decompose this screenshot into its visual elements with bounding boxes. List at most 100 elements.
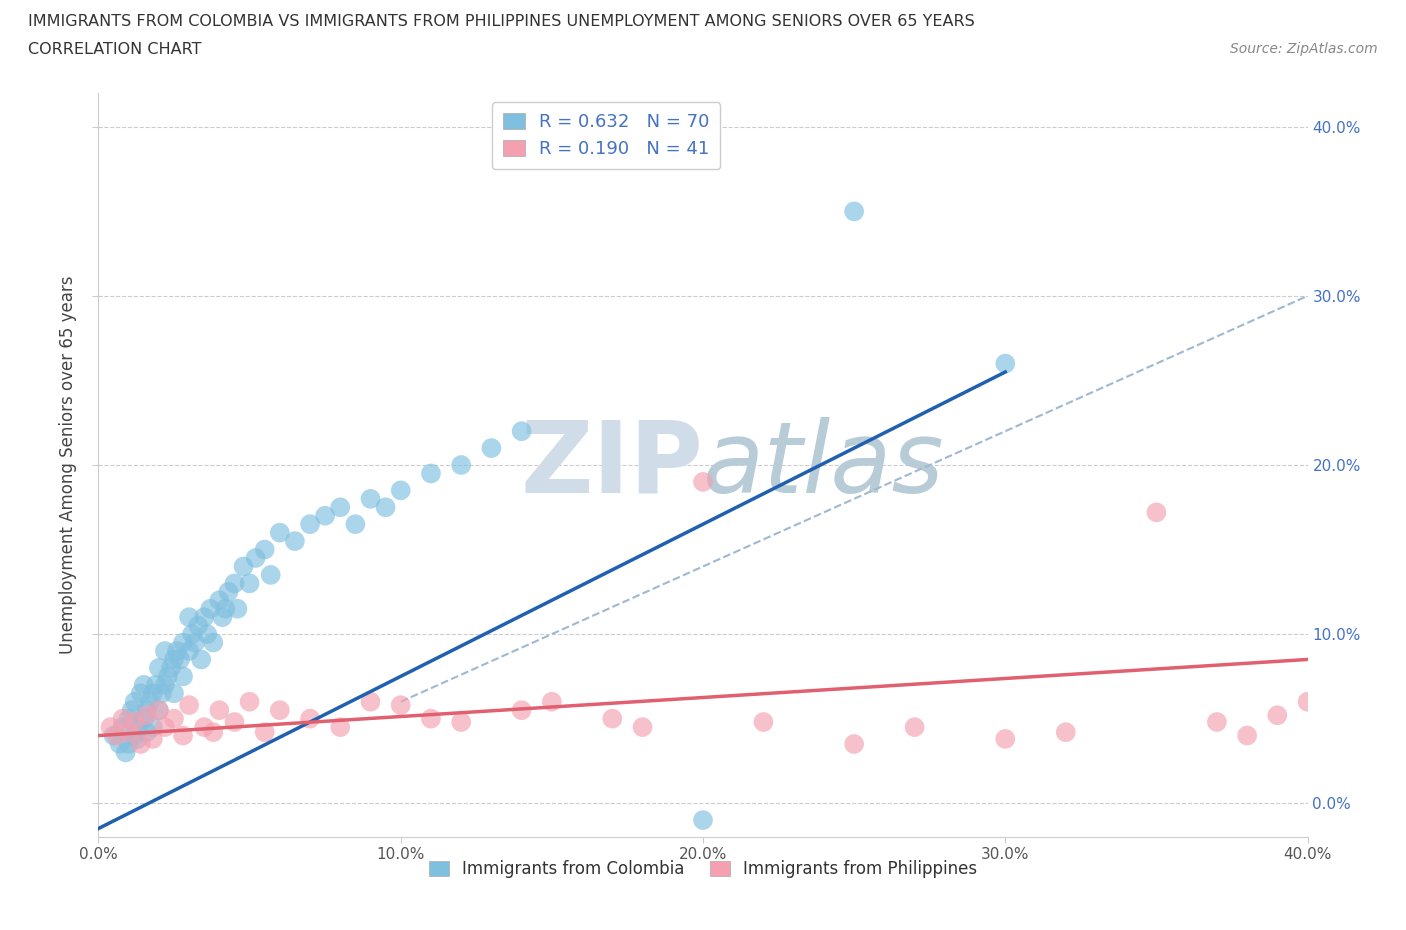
Point: [284, 534, 307, 549]
Text: ZIP: ZIP: [520, 417, 703, 513]
Point: [420, 711, 443, 726]
Point: [420, 466, 443, 481]
Point: [226, 602, 249, 617]
Point: [111, 711, 134, 726]
Point: [208, 703, 231, 718]
Point: [163, 711, 186, 726]
Point: [132, 677, 155, 692]
Point: [329, 499, 352, 514]
Point: [135, 724, 157, 739]
Point: [239, 695, 262, 710]
Text: IMMIGRANTS FROM COLOMBIA VS IMMIGRANTS FROM PHILIPPINES UNEMPLOYMENT AMONG SENIO: IMMIGRANTS FROM COLOMBIA VS IMMIGRANTS F…: [28, 14, 974, 29]
Point: [299, 517, 322, 532]
Point: [150, 685, 173, 700]
Point: [129, 685, 152, 700]
Point: [602, 711, 624, 726]
Point: [148, 703, 170, 718]
Point: [232, 559, 254, 574]
Point: [153, 720, 176, 735]
Text: Source: ZipAtlas.com: Source: ZipAtlas.com: [1230, 42, 1378, 56]
Point: [224, 576, 246, 591]
Legend: Immigrants from Colombia, Immigrants from Philippines: Immigrants from Colombia, Immigrants fro…: [422, 853, 984, 884]
Point: [211, 610, 233, 625]
Point: [179, 610, 201, 625]
Point: [127, 732, 149, 747]
Point: [121, 703, 143, 718]
Point: [179, 698, 201, 712]
Point: [184, 635, 207, 650]
Point: [172, 635, 194, 650]
Point: [314, 509, 336, 524]
Point: [193, 720, 215, 735]
Point: [631, 720, 654, 735]
Point: [142, 685, 165, 700]
Text: CORRELATION CHART: CORRELATION CHART: [28, 42, 201, 57]
Point: [692, 813, 714, 828]
Point: [1054, 724, 1077, 739]
Point: [169, 652, 191, 667]
Point: [118, 737, 141, 751]
Point: [132, 711, 155, 726]
Point: [239, 576, 262, 591]
Point: [245, 551, 267, 565]
Point: [118, 711, 141, 726]
Point: [844, 204, 866, 219]
Point: [450, 714, 472, 729]
Point: [135, 708, 157, 723]
Point: [360, 695, 382, 710]
Point: [904, 720, 927, 735]
Point: [114, 745, 136, 760]
Point: [224, 714, 246, 729]
Point: [172, 669, 194, 684]
Point: [195, 627, 218, 642]
Point: [193, 610, 215, 625]
Point: [540, 695, 562, 710]
Point: [148, 703, 170, 718]
Point: [450, 458, 472, 472]
Point: [172, 728, 194, 743]
Point: [510, 703, 533, 718]
Point: [103, 728, 125, 743]
Point: [360, 491, 382, 506]
Point: [481, 441, 503, 456]
Point: [166, 644, 188, 658]
Point: [100, 720, 122, 735]
Point: [135, 703, 157, 718]
Point: [1144, 505, 1167, 520]
Point: [148, 660, 170, 675]
Point: [111, 720, 134, 735]
Point: [1296, 695, 1319, 710]
Point: [142, 732, 165, 747]
Point: [187, 618, 209, 633]
Point: [208, 592, 231, 607]
Point: [163, 652, 186, 667]
Point: [389, 483, 412, 498]
Point: [1267, 708, 1289, 723]
Y-axis label: Unemployment Among Seniors over 65 years: Unemployment Among Seniors over 65 years: [59, 276, 77, 654]
Point: [214, 602, 236, 617]
Point: [181, 627, 204, 642]
Point: [844, 737, 866, 751]
Point: [163, 685, 186, 700]
Point: [124, 714, 146, 729]
Point: [156, 669, 179, 684]
Text: atlas: atlas: [703, 417, 945, 513]
Point: [108, 737, 131, 751]
Point: [329, 720, 352, 735]
Point: [129, 737, 152, 751]
Point: [1236, 728, 1258, 743]
Point: [118, 724, 141, 739]
Point: [202, 635, 225, 650]
Point: [190, 652, 212, 667]
Point: [105, 728, 128, 743]
Point: [127, 720, 149, 735]
Point: [253, 724, 276, 739]
Point: [124, 695, 146, 710]
Point: [994, 732, 1017, 747]
Point: [124, 728, 146, 743]
Point: [752, 714, 775, 729]
Point: [510, 424, 533, 439]
Point: [153, 677, 176, 692]
Point: [692, 474, 714, 489]
Point: [145, 677, 167, 692]
